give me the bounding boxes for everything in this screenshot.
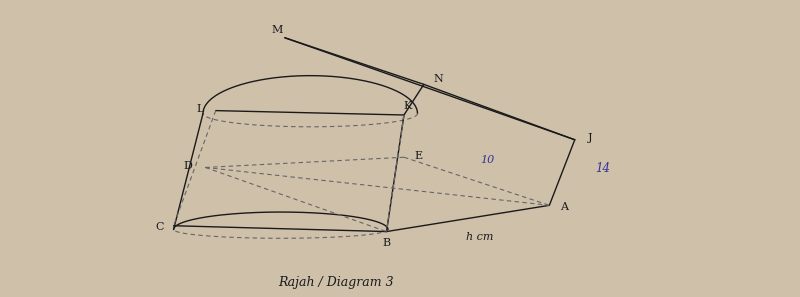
- Text: h cm: h cm: [466, 232, 493, 242]
- Text: 14: 14: [595, 162, 610, 175]
- Text: N: N: [434, 74, 443, 84]
- Text: A: A: [560, 202, 568, 212]
- Text: M: M: [271, 26, 282, 35]
- Text: L: L: [196, 104, 203, 114]
- Text: J: J: [588, 133, 593, 143]
- Text: E: E: [414, 151, 422, 161]
- Text: D: D: [183, 161, 192, 171]
- Text: K: K: [404, 101, 412, 111]
- Text: B: B: [382, 238, 390, 248]
- Text: 10: 10: [480, 155, 494, 165]
- Text: C: C: [155, 222, 163, 232]
- Text: Rajah / Diagram 3: Rajah / Diagram 3: [278, 276, 394, 289]
